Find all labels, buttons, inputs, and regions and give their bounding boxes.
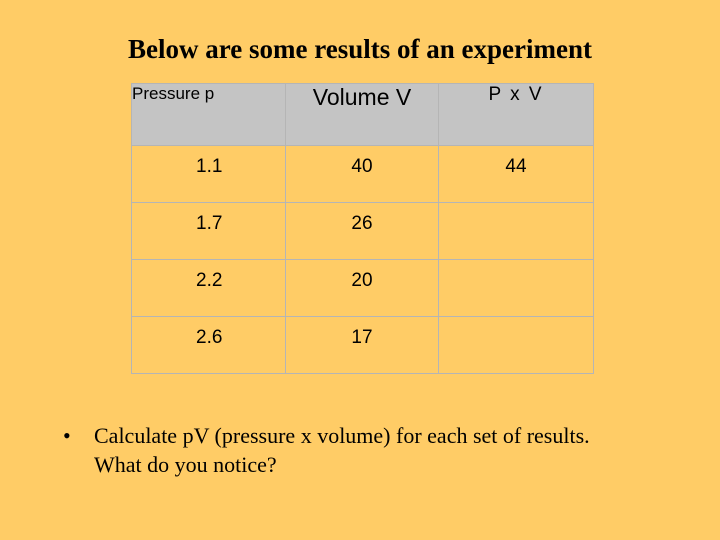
instruction-text: Calculate pV (pressure x volume) for eac…	[94, 421, 693, 479]
table-row: 2.6 17	[131, 316, 594, 374]
cell-pressure: 1.1	[131, 145, 286, 203]
table-row: 2.2 20	[131, 259, 594, 317]
cell-product	[438, 202, 594, 260]
cell-pressure: 2.6	[131, 316, 286, 374]
cell-volume: 20	[285, 259, 439, 317]
instruction-line-1: Calculate pV (pressure x volume) for eac…	[94, 423, 590, 448]
cell-product: 44	[438, 145, 594, 203]
bullet-marker: •	[63, 423, 71, 448]
results-table: Pressure p Volume V P x V 1.1 40 44 1.7 …	[131, 83, 594, 374]
header-product: P x V	[438, 83, 594, 146]
cell-pressure: 2.2	[131, 259, 286, 317]
instruction-bullet: • Calculate pV (pressure x volume) for e…	[63, 421, 693, 479]
cell-pressure: 1.7	[131, 202, 286, 260]
instruction-line-2: What do you notice?	[94, 452, 277, 477]
cell-product	[438, 316, 594, 374]
cell-product	[438, 259, 594, 317]
table-row: 1.1 40 44	[131, 145, 594, 203]
table-header-row: Pressure p Volume V P x V	[131, 83, 594, 146]
header-volume: Volume V	[285, 83, 439, 146]
cell-volume: 40	[285, 145, 439, 203]
cell-volume: 26	[285, 202, 439, 260]
slide-title: Below are some results of an experiment	[128, 34, 592, 64]
table-row: 1.7 26	[131, 202, 594, 260]
header-pressure: Pressure p	[131, 83, 286, 146]
cell-volume: 17	[285, 316, 439, 374]
